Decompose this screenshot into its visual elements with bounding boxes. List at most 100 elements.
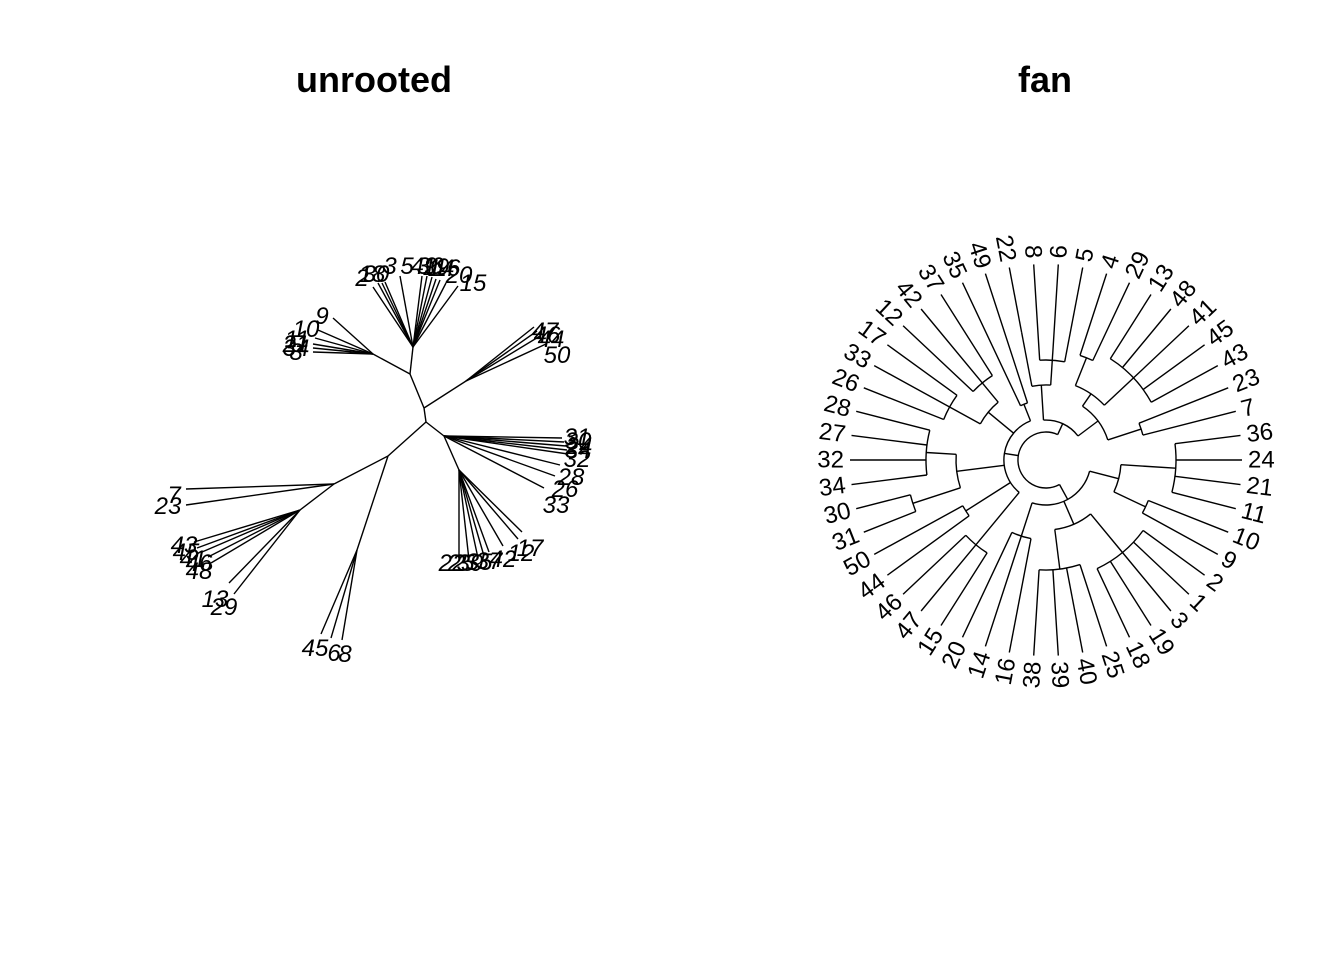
unrooted-tip-label: 25	[447, 550, 475, 577]
fan-edge	[1040, 385, 1045, 421]
fan-edge	[909, 494, 917, 512]
fan-edge	[1033, 264, 1041, 361]
fan-edge	[1103, 377, 1134, 406]
fan-tip-label: 39	[1045, 661, 1074, 689]
fan-tip-label: 28	[821, 390, 854, 423]
unrooted-edge	[330, 549, 358, 639]
fan-edge	[851, 474, 927, 486]
unrooted-tip-label: 50	[544, 342, 571, 369]
fan-edge	[965, 481, 1011, 512]
unrooted-tip-label: 39	[457, 550, 484, 577]
unrooted-edge	[356, 455, 389, 551]
unrooted-tip-label: 18	[359, 261, 386, 288]
unrooted-edge	[317, 329, 374, 355]
fan-edge	[1064, 267, 1084, 362]
fan-edge	[912, 487, 961, 504]
unrooted-edge	[465, 330, 538, 382]
fan-edge	[1017, 431, 1060, 489]
fan-tip-label: 34	[817, 472, 847, 502]
fan-edge	[1074, 357, 1088, 386]
fan-edge	[975, 491, 1020, 546]
unrooted-tip-label: 46	[186, 550, 213, 577]
unrooted-tip-label: 14	[428, 255, 455, 282]
fan-edge	[886, 344, 958, 396]
fan-edge	[1138, 422, 1144, 436]
unrooted-tip-label: 28	[557, 464, 585, 491]
fan-edge	[1079, 564, 1108, 647]
unrooted-tip-label: 7	[167, 482, 182, 509]
unrooted-tip-label: 9	[315, 303, 328, 330]
fan-tip-label: 21	[1245, 472, 1275, 502]
unrooted-tip-label: 3	[383, 253, 397, 280]
unrooted-tip-label: 45	[302, 635, 329, 662]
unrooted-edge	[458, 469, 519, 540]
unrooted-edge	[196, 509, 301, 549]
unrooted-tip-label: 22	[438, 550, 466, 577]
fan-edge	[1058, 484, 1069, 500]
unrooted-edge	[320, 549, 358, 635]
fan-tip-label: 40	[1071, 656, 1103, 687]
unrooted-edge	[372, 286, 414, 348]
fan-edge	[1148, 499, 1229, 533]
fan-edge	[961, 282, 1022, 406]
fan-edge	[873, 364, 950, 408]
fan-title: fan	[1018, 59, 1072, 100]
unrooted-edge	[458, 469, 485, 557]
fan-edge	[920, 544, 977, 612]
unrooted-tip-label: 34	[283, 335, 310, 362]
unrooted-tip-label: 19	[423, 254, 450, 281]
fan-edge	[1121, 552, 1172, 612]
unrooted-tip-label: 30	[565, 428, 592, 455]
fan-tip-label: 38	[1018, 661, 1047, 689]
unrooted-tip-label: 37	[476, 548, 504, 575]
fan-edge	[1133, 325, 1190, 379]
fan-tip-label: 16	[990, 656, 1022, 687]
fan-edge	[1142, 344, 1206, 391]
unrooted-tip-label: 15	[460, 270, 487, 297]
unrooted-title: unrooted	[296, 59, 452, 100]
unrooted-edge	[465, 326, 535, 382]
fan-tip-label: 6	[1045, 244, 1073, 259]
unrooted-tip-label: 8	[289, 339, 303, 366]
fan-edge	[1003, 420, 1031, 493]
unrooted-tip-label: 36	[417, 253, 444, 280]
fan-tip-label: 30	[821, 497, 854, 530]
unrooted-edge	[372, 353, 411, 375]
unrooted-edge	[387, 421, 427, 457]
fan-edge	[987, 411, 1015, 434]
fan-edge	[940, 552, 988, 626]
fan-edge	[851, 434, 927, 446]
unrooted-edge	[314, 337, 374, 355]
fan-edge	[873, 505, 964, 556]
unrooted-tip-label: 5	[400, 253, 414, 280]
unrooted-edge	[185, 483, 335, 490]
unrooted-edge	[465, 343, 547, 382]
fan-edge	[1011, 531, 1032, 540]
fan-edge	[1113, 464, 1122, 493]
fan-edge	[1020, 502, 1033, 537]
unrooted-edge	[409, 346, 414, 375]
fan-edge	[1142, 529, 1206, 576]
fan-edge	[949, 406, 981, 425]
fan-edge	[1090, 513, 1124, 553]
unrooted-edge	[399, 275, 414, 348]
fan-edge	[1107, 428, 1142, 441]
fan-edge	[863, 510, 917, 533]
unrooted-edge	[412, 279, 441, 348]
unrooted-edge	[425, 421, 445, 437]
unrooted-edge	[458, 469, 523, 533]
unrooted-edge	[233, 509, 301, 595]
unrooted-edge	[185, 483, 335, 506]
unrooted-tip-label: 12	[508, 540, 535, 567]
fan-edge	[1020, 332, 1033, 387]
fan-tip-label: 36	[1245, 418, 1275, 448]
unrooted-edge	[443, 435, 545, 489]
fan-edge	[920, 308, 983, 384]
unrooted-edge	[443, 435, 556, 477]
fan-tip-label: 7	[1238, 393, 1258, 422]
unrooted-tip-label: 33	[543, 492, 570, 519]
unrooted-tip-label: 46	[534, 322, 561, 349]
fan-edge	[1171, 443, 1177, 493]
